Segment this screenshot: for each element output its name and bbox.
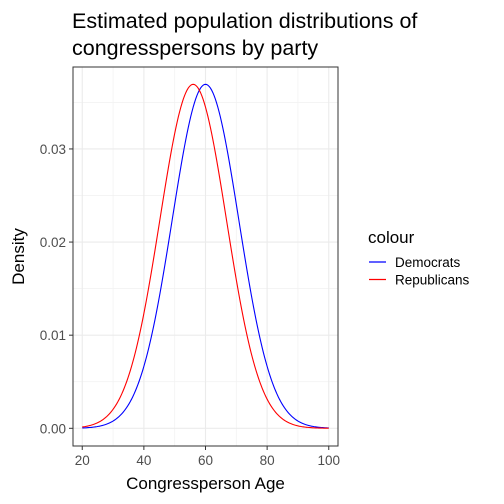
x-axis-title: Congressperson Age	[126, 474, 285, 493]
y-tick-label: 0.03	[40, 142, 66, 157]
x-tick-label: 20	[75, 453, 90, 468]
x-axis: 20 40 60 80 100	[75, 446, 340, 468]
legend-title: colour	[368, 228, 415, 247]
y-tick-label: 0.00	[40, 421, 66, 436]
x-tick-label: 40	[136, 453, 151, 468]
series-line-republicans	[82, 83, 329, 429]
y-tick-label: 0.01	[40, 328, 66, 343]
x-tick-label: 100	[317, 453, 340, 468]
x-tick-label: 60	[198, 453, 213, 468]
legend-label-republicans: Republicans	[395, 273, 470, 288]
grid-major	[73, 67, 338, 446]
chart-title-line-2: congresspersons by party	[72, 36, 318, 60]
chart-title-line-1: Estimated population distributions of	[72, 9, 417, 33]
legend-label-democrats: Democrats	[395, 255, 461, 270]
series-layer	[82, 83, 329, 429]
y-axis-title: Density	[9, 228, 28, 285]
series-line-democrats	[82, 83, 329, 429]
y-axis: 0.00 0.01 0.02 0.03	[40, 142, 73, 436]
x-tick-label: 80	[260, 453, 275, 468]
legend: colour Democrats Republicans	[368, 228, 470, 288]
y-tick-label: 0.02	[40, 235, 66, 250]
